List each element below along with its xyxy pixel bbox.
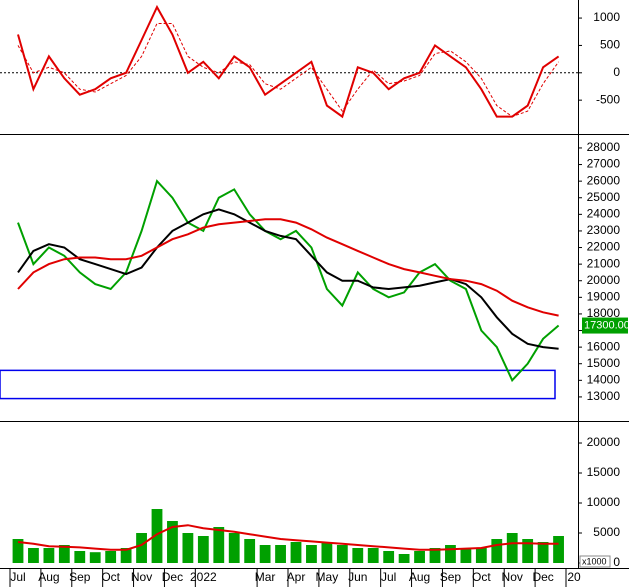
- y-tick-label: 18000: [587, 306, 621, 320]
- volume-bar: [321, 542, 333, 563]
- y-tick-label: 13000: [587, 389, 621, 403]
- unit-box: [579, 555, 611, 568]
- y-tick-label: 25000: [587, 190, 621, 204]
- y-tick-label: 20000: [587, 435, 621, 449]
- series-line: [17, 524, 559, 551]
- volume-bar: [429, 548, 441, 563]
- x-tick-label: 20: [567, 570, 581, 584]
- volume-bar: [475, 548, 487, 563]
- x-tick-label: Jul: [381, 570, 396, 584]
- y-tick-label: 15000: [587, 356, 621, 370]
- y-tick-label: 28000: [587, 140, 621, 154]
- volume-bar: [182, 533, 194, 563]
- x-tick-label: 2022: [190, 570, 217, 584]
- x-tick-label: Dec: [162, 570, 183, 584]
- y-tick-label: 23000: [587, 223, 621, 237]
- volume-bar: [151, 509, 163, 563]
- x-tick-label: Dec: [532, 570, 553, 584]
- volume-bar: [491, 539, 503, 563]
- y-tick-label: -500: [596, 92, 620, 106]
- volume-bar: [367, 548, 379, 563]
- y-tick-label: 27000: [587, 157, 621, 171]
- volume-bar: [259, 545, 271, 563]
- x-tick-label: Sep: [440, 570, 462, 584]
- volume-bar: [12, 539, 24, 563]
- volume-bar: [244, 539, 256, 563]
- volume-bar: [398, 554, 410, 563]
- x-tick-label: Nov: [131, 570, 152, 584]
- volume-bar: [28, 548, 39, 563]
- volume-bar: [352, 548, 364, 563]
- x-tick-label: Mar: [255, 570, 276, 584]
- y-tick-label: 19000: [587, 290, 621, 304]
- x-tick-label: Aug: [38, 570, 59, 584]
- volume-bar: [290, 542, 302, 563]
- x-tick-label: Sep: [69, 570, 91, 584]
- x-tick-label: Apr: [287, 570, 306, 584]
- x-tick-label: Jun: [348, 570, 367, 584]
- y-tick-label: 1000: [593, 10, 620, 24]
- volume-bar: [506, 533, 518, 563]
- volume-bar: [228, 533, 240, 563]
- volume-bar: [120, 548, 132, 563]
- volume-bar: [167, 521, 178, 563]
- x-tick-label: Oct: [101, 570, 120, 584]
- y-tick-label: 15000: [587, 465, 621, 479]
- y-tick-label: 16000: [587, 339, 621, 353]
- volume-bar: [414, 551, 425, 563]
- volume-bar: [58, 545, 70, 563]
- y-tick-label: 0: [613, 555, 620, 569]
- volume-bar: [43, 548, 55, 563]
- y-tick-label: 24000: [587, 207, 621, 221]
- last-value-box: [582, 317, 628, 334]
- volume-bar: [74, 551, 86, 563]
- volume-bar: [383, 551, 395, 563]
- x-tick-label: Nov: [502, 570, 523, 584]
- volume-bar: [460, 548, 472, 563]
- volume-bar: [197, 536, 209, 563]
- volume-bar: [213, 527, 225, 563]
- volume-bar: [336, 545, 348, 563]
- y-tick-label: 10000: [587, 495, 621, 509]
- y-tick-label: 20000: [587, 273, 621, 287]
- series-line: [17, 179, 560, 383]
- x-tick-label: Jul: [10, 570, 25, 584]
- volume-bar: [445, 545, 456, 563]
- volume-bar: [306, 545, 317, 563]
- last-value-label: 17300.00: [584, 319, 629, 331]
- volume-bar: [537, 542, 549, 563]
- x-tick-label: Aug: [409, 570, 430, 584]
- y-tick-label: 21000: [587, 256, 621, 270]
- y-tick-label: 26000: [587, 173, 621, 187]
- y-tick-label: 5000: [593, 525, 620, 539]
- zone-box: [0, 369, 556, 400]
- y-tick-label: 0: [613, 65, 620, 79]
- volume-bar: [553, 536, 564, 563]
- y-tick-label: 22000: [587, 240, 621, 254]
- volume-bar: [89, 552, 101, 563]
- volume-bar: [105, 551, 117, 563]
- volume-bar: [275, 545, 286, 563]
- series-line: [17, 208, 559, 350]
- y-tick-label: 14000: [587, 372, 621, 386]
- x-tick-label: May: [316, 570, 339, 584]
- series-line: [17, 218, 559, 317]
- y-tick-label: 500: [600, 38, 620, 52]
- series-line: [17, 23, 560, 118]
- volume-bar: [522, 539, 534, 563]
- series-line: [17, 4, 560, 119]
- unit-label: x1000: [582, 556, 607, 566]
- volume-bar: [136, 533, 147, 563]
- x-tick-label: Oct: [472, 570, 491, 584]
